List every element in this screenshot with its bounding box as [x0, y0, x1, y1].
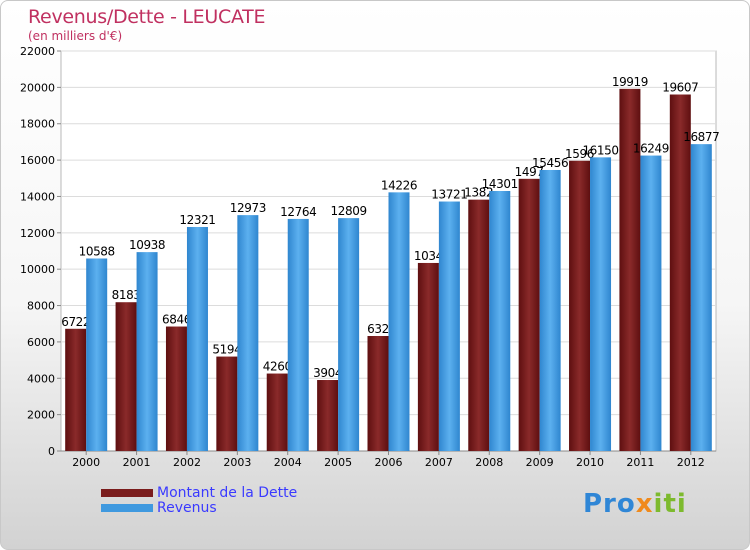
revenue-bar: [136, 252, 158, 451]
revenue-value-label: 16249: [633, 142, 669, 156]
legend-label-revenue: Revenus: [157, 500, 217, 516]
revenue-bar: [590, 157, 612, 451]
y-tick-label: 2000: [27, 409, 55, 422]
debt-bar: [518, 178, 540, 451]
chart-subtitle: (en milliers d'€): [28, 29, 123, 43]
revenue-value-label: 10938: [129, 238, 165, 252]
debt-value-label: 1382: [464, 186, 493, 200]
debt-value-label: 19919: [612, 75, 648, 89]
x-tick-label: 2007: [425, 456, 453, 469]
revenue-value-label: 12809: [331, 204, 367, 218]
debt-value-label: 8183: [112, 288, 141, 302]
debt-value-label: 19607: [662, 81, 698, 95]
revenue-bar: [438, 201, 460, 451]
x-tick-label: 2004: [274, 456, 302, 469]
revenue-value-label: 14226: [381, 178, 417, 192]
revenue-value-label: 12973: [230, 201, 266, 215]
legend-label-debt: Montant de la Dette: [157, 485, 298, 501]
x-tick-label: 2008: [475, 456, 503, 469]
debt-value-label: 1497: [515, 165, 544, 179]
revenue-bar: [388, 192, 410, 451]
y-tick-label: 18000: [20, 118, 55, 131]
revenue-bar: [338, 218, 360, 451]
y-tick-label: 4000: [27, 372, 55, 385]
debt-value-label: 6846: [162, 313, 191, 327]
debt-bar: [115, 302, 137, 451]
debt-bar: [65, 328, 87, 451]
debt-bar: [367, 336, 389, 451]
x-tick-label: 2000: [72, 456, 100, 469]
revenue-bar: [237, 215, 259, 451]
debt-value-label: 1034: [414, 249, 443, 263]
x-tick-label: 2009: [526, 456, 554, 469]
debt-bar: [417, 262, 439, 451]
debt-value-label: 3904: [313, 366, 342, 380]
x-tick-label: 2003: [223, 456, 251, 469]
chart-title: Revenus/Dette - LEUCATE: [28, 6, 266, 28]
debt-value-label: 1596: [565, 147, 594, 161]
debt-bar: [669, 94, 691, 451]
debt-value-label: 6722: [61, 315, 90, 329]
y-tick-label: 14000: [20, 190, 55, 203]
x-tick-label: 2005: [324, 456, 352, 469]
debt-bar: [266, 373, 288, 451]
y-tick-label: 8000: [27, 300, 55, 313]
y-tick-label: 0: [48, 445, 55, 458]
revenue-bar: [690, 144, 712, 452]
y-tick-label: 6000: [27, 336, 55, 349]
debt-bar: [569, 160, 591, 452]
x-tick-label: 2010: [576, 456, 604, 469]
debt-bar: [619, 88, 641, 451]
revenue-value-label: 13721: [431, 188, 467, 202]
x-tick-label: 2001: [123, 456, 151, 469]
revenue-value-label: 12764: [280, 205, 316, 219]
revenue-value-label: 12321: [179, 213, 215, 227]
revenue-value-label: 15456: [532, 156, 568, 170]
y-tick-label: 16000: [20, 154, 55, 167]
revenue-value-label: 14301: [482, 177, 518, 191]
debt-bar: [216, 356, 238, 451]
y-tick-label: 20000: [20, 81, 55, 94]
revenue-bar: [539, 169, 561, 451]
debt-bar: [317, 380, 339, 451]
x-tick-label: 2002: [173, 456, 201, 469]
revenue-value-label: 10588: [79, 244, 115, 258]
revenue-bar: [186, 226, 208, 451]
revenue-value-label: 16150: [582, 143, 618, 157]
legend-swatch-revenue: [101, 504, 153, 512]
y-tick-label: 10000: [20, 263, 55, 276]
revenue-bar: [489, 190, 511, 451]
revenue-bar: [287, 218, 309, 451]
x-tick-label: 2012: [677, 456, 705, 469]
legend-swatch-debt: [101, 489, 153, 497]
revenue-bar: [640, 155, 662, 451]
x-tick-label: 2006: [375, 456, 403, 469]
debt-value-label: 4260: [263, 360, 292, 374]
debt-bar: [165, 326, 187, 451]
debt-bar: [468, 199, 490, 451]
x-tick-label: 2011: [626, 456, 654, 469]
revenue-value-label: 16877: [683, 130, 719, 144]
debt-value-label: 5194: [212, 343, 241, 357]
y-tick-label: 22000: [20, 45, 55, 58]
debt-value-label: 632: [367, 322, 389, 336]
proxiti-logo: Proxiti: [583, 489, 687, 519]
revenue-bar: [86, 258, 108, 451]
y-tick-label: 12000: [20, 227, 55, 240]
